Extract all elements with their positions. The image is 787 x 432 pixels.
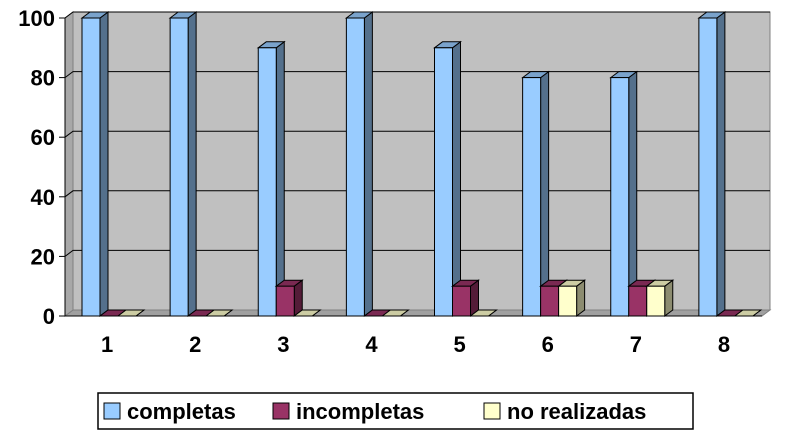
legend-box (97, 392, 694, 430)
legend-swatch (272, 402, 290, 420)
bar-no-realizadas-6 (557, 279, 587, 317)
x-tick-label: 5 (453, 332, 465, 357)
legend: completas incompletas no realizadas (97, 392, 694, 430)
bar-completas-2 (168, 11, 198, 317)
bar-no-realizadas-5 (469, 309, 498, 317)
bar-incompletas-5 (451, 279, 480, 317)
legend-entry-no-realizadas: no realizadas (483, 399, 646, 424)
y-tick-label: 100 (18, 6, 55, 31)
bar-completas-1 (80, 11, 110, 317)
x-tick-label: 2 (189, 332, 201, 357)
bar-no-realizadas-2 (204, 309, 234, 317)
x-tick-label: 3 (277, 332, 289, 357)
bar-completas-5 (433, 40, 462, 317)
bar-no-realizadas-3 (292, 309, 322, 317)
bar-no-realizadas-7 (645, 279, 675, 317)
bar-no-realizadas-1 (116, 309, 146, 317)
legend-label: completas (127, 399, 236, 424)
y-tick-label: 40 (31, 185, 55, 210)
x-tick-label: 1 (101, 332, 113, 357)
bar-completas-8 (697, 11, 727, 317)
x-tick-label: 4 (365, 332, 378, 357)
legend-entry-incompletas: incompletas (272, 399, 424, 424)
legend-swatch (103, 402, 121, 420)
bar-no-realizadas-4 (380, 309, 410, 317)
y-tick-label: 60 (31, 125, 55, 150)
y-tick-label: 20 (31, 244, 55, 269)
y-tick-label: 80 (31, 66, 55, 91)
legend-swatch (483, 402, 501, 420)
x-tick-labels: 1 2 3 4 5 6 7 8 (101, 332, 730, 357)
side-wall (64, 11, 74, 317)
legend-label: incompletas (296, 399, 424, 424)
x-tick-label: 6 (542, 332, 554, 357)
gridline (64, 11, 770, 19)
x-tick-label: 7 (630, 332, 642, 357)
bars (80, 11, 763, 317)
bar-no-realizadas-8 (733, 309, 763, 317)
legend-label: no realizadas (507, 399, 646, 424)
y-tick-label: 0 (43, 304, 55, 329)
y-tick-labels: 0 20 40 60 80 100 (18, 6, 55, 329)
bar-completas-6 (521, 70, 551, 317)
x-tick-label: 8 (718, 332, 730, 357)
bar-completas-4 (344, 11, 374, 317)
bar-completas-7 (609, 70, 639, 317)
legend-entry-completas: completas (103, 399, 236, 424)
bar-incompletas-3 (274, 279, 304, 317)
bar-completas-3 (256, 40, 286, 317)
